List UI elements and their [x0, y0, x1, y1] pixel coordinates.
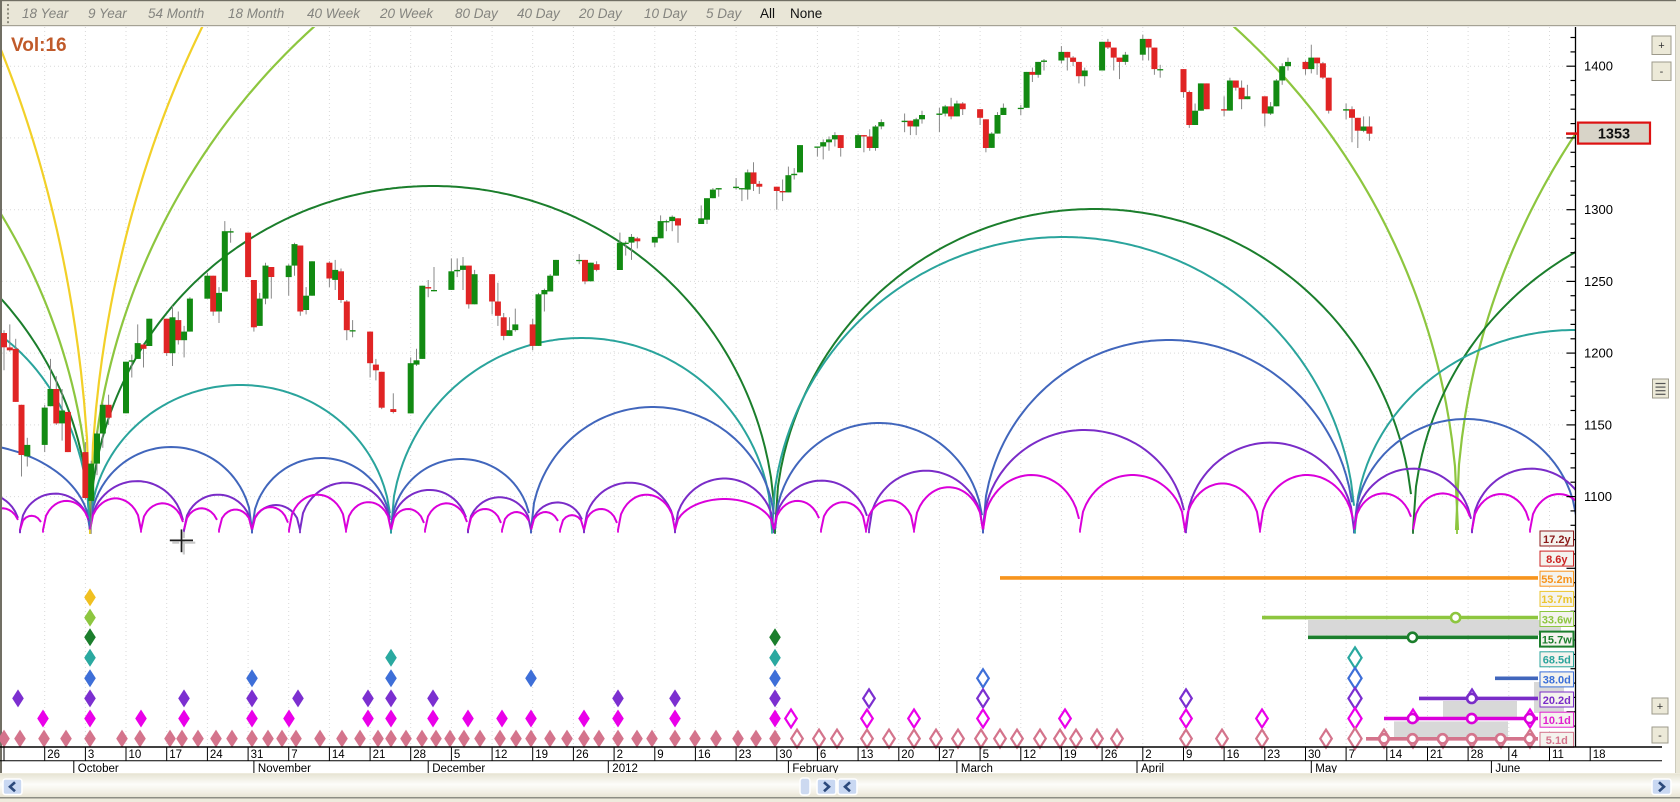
svg-text:20 Day: 20 Day: [578, 6, 623, 21]
svg-text:5: 5: [454, 749, 460, 761]
svg-text:28: 28: [413, 749, 426, 761]
svg-text:14: 14: [1389, 749, 1402, 761]
svg-text:5 Day: 5 Day: [706, 6, 743, 21]
svg-text:None: None: [790, 6, 822, 21]
svg-text:80 Day: 80 Day: [455, 6, 499, 21]
svg-text:March: March: [961, 763, 993, 775]
svg-text:October: October: [78, 763, 119, 775]
svg-text:1400: 1400: [1584, 59, 1613, 74]
svg-text:2: 2: [617, 749, 623, 761]
svg-text:+: +: [1657, 701, 1663, 713]
svg-text:15.7w: 15.7w: [1542, 634, 1572, 646]
svg-text:20.2d: 20.2d: [1543, 695, 1571, 707]
svg-text:14: 14: [332, 749, 345, 761]
svg-text:12: 12: [495, 749, 508, 761]
svg-text:40 Day: 40 Day: [517, 6, 561, 21]
svg-text:17.2y: 17.2y: [1543, 534, 1571, 546]
svg-text:24: 24: [210, 749, 223, 761]
svg-text:1150: 1150: [1584, 417, 1612, 432]
svg-text:12: 12: [1023, 749, 1036, 761]
svg-text:10.1d: 10.1d: [1543, 715, 1571, 727]
svg-text:54 Month: 54 Month: [148, 6, 204, 21]
svg-text:May: May: [1315, 763, 1337, 775]
svg-text:All: All: [760, 6, 775, 21]
svg-text:-: -: [1660, 66, 1664, 78]
svg-text:13.7m: 13.7m: [1541, 594, 1572, 606]
svg-text:18 Month: 18 Month: [228, 6, 284, 21]
svg-text:7: 7: [291, 749, 297, 761]
svg-text:19: 19: [535, 749, 548, 761]
svg-text:18: 18: [1593, 749, 1606, 761]
svg-text:5.1d: 5.1d: [1546, 735, 1568, 747]
svg-text:26: 26: [47, 749, 60, 761]
svg-text:20 Week: 20 Week: [379, 6, 434, 21]
svg-text:8.6y: 8.6y: [1546, 554, 1568, 566]
svg-text:26: 26: [1105, 749, 1118, 761]
svg-text:20: 20: [901, 749, 914, 761]
svg-text:27: 27: [942, 749, 955, 761]
svg-text:55.2m: 55.2m: [1541, 574, 1572, 586]
svg-text:10 Day: 10 Day: [644, 6, 688, 21]
svg-text:18 Year: 18 Year: [22, 6, 69, 21]
svg-text:31: 31: [251, 749, 264, 761]
svg-text:1300: 1300: [1584, 202, 1613, 217]
svg-text:16: 16: [698, 749, 711, 761]
svg-text:21: 21: [373, 749, 386, 761]
svg-text:December: December: [432, 763, 485, 775]
svg-text:9 Year: 9 Year: [88, 6, 127, 21]
svg-text:38.0d: 38.0d: [1543, 675, 1571, 687]
svg-text:November: November: [258, 763, 311, 775]
svg-text:28: 28: [1471, 749, 1484, 761]
svg-text:9: 9: [1186, 749, 1192, 761]
svg-text:-: -: [1658, 730, 1662, 742]
svg-text:21: 21: [1430, 749, 1443, 761]
svg-text:1200: 1200: [1584, 346, 1613, 361]
svg-text:19: 19: [1064, 749, 1077, 761]
svg-text:23: 23: [739, 749, 752, 761]
svg-text:6: 6: [820, 749, 826, 761]
svg-text:33.6w: 33.6w: [1542, 614, 1572, 626]
svg-text:2: 2: [1145, 749, 1151, 761]
svg-text:April: April: [1141, 763, 1164, 775]
svg-text:10: 10: [129, 749, 142, 761]
svg-text:1100: 1100: [1584, 489, 1612, 504]
svg-text:17: 17: [169, 749, 182, 761]
svg-text:Vol:16: Vol:16: [11, 35, 67, 56]
svg-text:+: +: [1658, 40, 1664, 52]
svg-text:68.5d: 68.5d: [1543, 655, 1571, 667]
svg-text:June: June: [1495, 763, 1520, 775]
svg-text:1353: 1353: [1598, 127, 1630, 143]
svg-text:11: 11: [1552, 749, 1564, 761]
svg-text:40 Week: 40 Week: [307, 6, 361, 21]
svg-text:3: 3: [88, 749, 94, 761]
svg-text:13: 13: [861, 749, 874, 761]
svg-text:4: 4: [1511, 749, 1518, 761]
svg-text:30: 30: [779, 749, 792, 761]
svg-text:23: 23: [1267, 749, 1280, 761]
svg-text:1250: 1250: [1584, 274, 1613, 289]
svg-text:26: 26: [576, 749, 589, 761]
svg-text:30: 30: [1308, 749, 1321, 761]
svg-text:16: 16: [1227, 749, 1240, 761]
svg-text:7: 7: [1349, 749, 1355, 761]
svg-text:2012: 2012: [612, 763, 638, 775]
svg-text:5: 5: [983, 749, 989, 761]
svg-text:February: February: [792, 763, 838, 775]
svg-text:9: 9: [657, 749, 663, 761]
